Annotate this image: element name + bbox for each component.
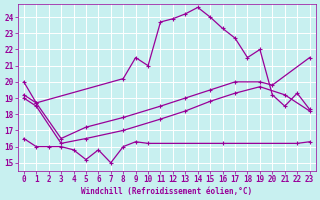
X-axis label: Windchill (Refroidissement éolien,°C): Windchill (Refroidissement éolien,°C)	[81, 187, 252, 196]
